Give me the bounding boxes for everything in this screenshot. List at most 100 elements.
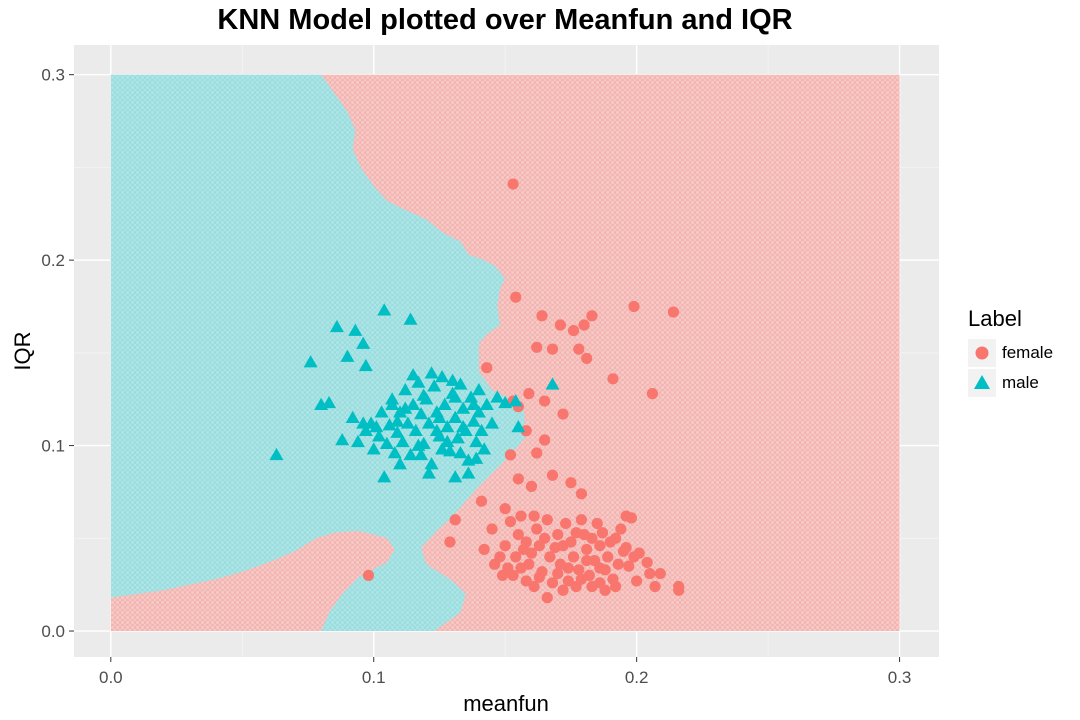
point-male — [440, 434, 455, 448]
point-female — [512, 473, 524, 485]
point-female — [615, 523, 627, 535]
legend-item-male: male — [968, 368, 1053, 398]
data-points — [269, 178, 685, 604]
point-female — [536, 566, 548, 578]
point-male — [398, 382, 413, 396]
point-female — [533, 540, 545, 552]
point-male — [466, 397, 481, 411]
point-male — [387, 446, 402, 459]
point-female — [499, 540, 511, 552]
point-male — [382, 418, 397, 431]
chart-title: KNN Model plotted over Meanfun and IQR — [217, 4, 793, 36]
circle-icon — [975, 346, 989, 360]
point-male — [385, 397, 400, 411]
point-male — [398, 401, 413, 414]
point-female — [520, 425, 532, 437]
point-male — [395, 434, 410, 448]
point-female — [552, 529, 564, 541]
point-female — [623, 560, 635, 572]
point-female — [523, 558, 535, 570]
legend-title: Label — [968, 306, 1022, 331]
point-female — [591, 517, 603, 530]
point-female — [541, 592, 553, 604]
point-male — [379, 436, 394, 449]
point-male — [440, 420, 455, 433]
point-male — [403, 312, 418, 325]
point-male — [322, 395, 337, 409]
point-female — [641, 556, 653, 569]
point-male — [411, 438, 426, 451]
point-male — [345, 410, 360, 424]
point-male — [377, 470, 392, 483]
x-tick-label: 0.0 — [99, 668, 123, 687]
point-male — [471, 382, 486, 396]
y-tick-label: 0.1 — [41, 437, 65, 456]
point-male — [437, 397, 452, 411]
point-male — [416, 388, 431, 401]
point-male — [448, 390, 463, 403]
point-female — [562, 575, 574, 587]
y-tick-label: 0.3 — [41, 66, 65, 85]
point-female — [531, 447, 543, 459]
point-female — [517, 543, 530, 556]
point-female — [573, 343, 585, 355]
point-female — [625, 512, 637, 524]
point-female — [575, 573, 588, 585]
point-female — [620, 541, 632, 554]
point-female — [610, 580, 622, 593]
point-female — [557, 584, 569, 596]
point-male — [490, 390, 505, 403]
point-male — [429, 423, 444, 436]
point-female — [575, 488, 588, 500]
point-female — [596, 527, 609, 539]
point-male — [485, 416, 500, 429]
point-female — [546, 577, 559, 589]
point-female — [554, 319, 566, 331]
point-female — [602, 551, 614, 563]
point-female — [586, 310, 598, 322]
point-male — [461, 466, 476, 479]
point-female — [536, 310, 548, 322]
triangle-icon — [974, 375, 990, 389]
point-male — [411, 375, 426, 388]
point-female — [528, 580, 540, 593]
point-male — [400, 416, 415, 429]
point-male — [511, 420, 526, 433]
point-female — [612, 558, 624, 570]
point-female — [541, 514, 553, 526]
y-tick-label: 0.0 — [41, 622, 65, 641]
point-male — [371, 429, 386, 442]
point-male — [432, 410, 447, 424]
point-female — [539, 395, 551, 407]
region-male — [110, 74, 527, 632]
point-male — [508, 394, 523, 407]
point-female — [546, 469, 559, 481]
point-female — [646, 388, 659, 400]
point-male — [403, 447, 418, 461]
point-male — [435, 369, 450, 383]
point-male — [435, 442, 450, 455]
point-female — [560, 517, 572, 530]
point-female — [667, 306, 680, 318]
point-male — [477, 442, 492, 455]
point-female — [504, 516, 517, 528]
point-male — [350, 434, 365, 448]
point-female — [515, 510, 527, 522]
point-female — [523, 388, 535, 400]
point-female — [594, 562, 606, 574]
point-female — [531, 523, 543, 535]
point-female — [502, 562, 514, 574]
point-male — [303, 355, 318, 368]
point-female — [520, 575, 532, 587]
point-female — [610, 532, 622, 544]
point-female — [581, 554, 593, 567]
point-male — [393, 457, 408, 470]
point-male — [348, 323, 363, 336]
point-male — [377, 303, 392, 316]
point-female — [573, 564, 585, 576]
point-female — [552, 567, 564, 580]
point-male — [358, 358, 373, 372]
y-tick-label: 0.2 — [41, 251, 65, 270]
point-male — [456, 401, 471, 414]
